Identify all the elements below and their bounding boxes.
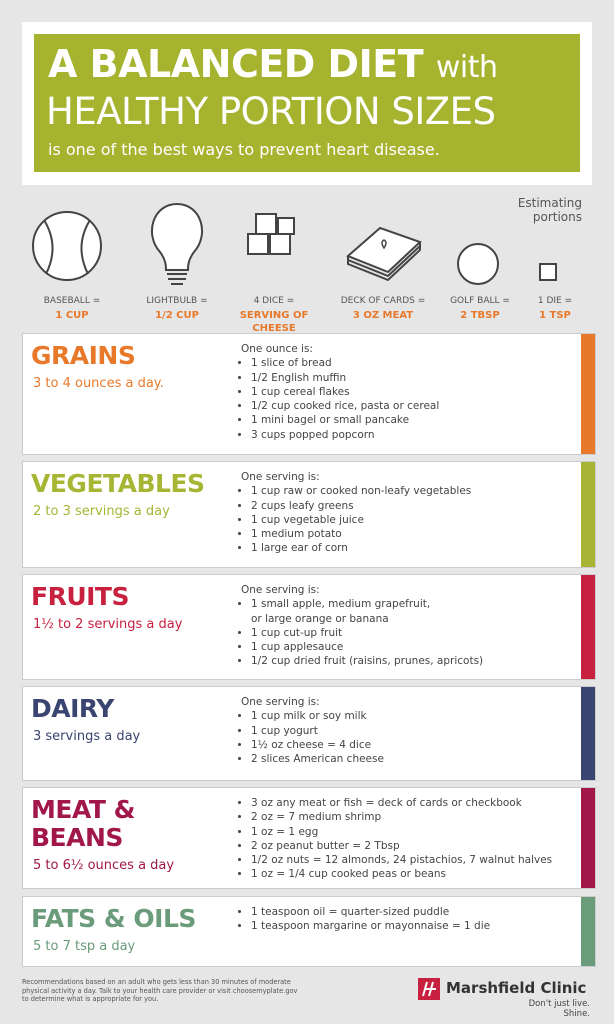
color-bar bbox=[581, 897, 595, 966]
details-item: 1 large ear of corn bbox=[251, 541, 471, 555]
details-intro: One serving is: bbox=[241, 584, 320, 596]
group-details: One serving is:1 small apple, medium gra… bbox=[241, 583, 483, 669]
details-intro: One serving is: bbox=[241, 471, 320, 483]
details-item: 1 cup vegetable juice bbox=[251, 513, 471, 527]
group-name: MEAT & BEANS bbox=[31, 795, 135, 852]
details-intro: One serving is: bbox=[241, 696, 320, 708]
portion-measure: 1 TSP bbox=[539, 310, 571, 321]
details-item: 1 cup cereal flakes bbox=[251, 385, 439, 399]
portion-measure: 1/2 CUP bbox=[155, 310, 199, 321]
header-banner: A BALANCED DIET with HEALTHY PORTION SIZ… bbox=[34, 34, 580, 172]
details-item: 1 cup milk or soy milk bbox=[251, 709, 384, 723]
group-amount: 3 to 4 ounces a day. bbox=[33, 376, 164, 391]
details-item: 2 cups leafy greens bbox=[251, 499, 471, 513]
title-with: with bbox=[435, 50, 498, 85]
subtitle: is one of the best ways to prevent heart… bbox=[48, 140, 440, 159]
color-bar bbox=[581, 462, 595, 567]
group-details: One serving is:1 cup raw or cooked non-l… bbox=[241, 470, 471, 556]
details-intro: One ounce is: bbox=[241, 343, 313, 355]
group-amount: 2 to 3 servings a day bbox=[33, 504, 170, 519]
details-item: 1/2 cup dried fruit (raisins, prunes, ap… bbox=[251, 654, 483, 668]
title-line2: HEALTHY PORTION SIZES bbox=[46, 90, 496, 133]
lightbulb-icon bbox=[150, 202, 204, 285]
portion-object: 4 DICE = bbox=[253, 296, 295, 306]
dice-icon bbox=[247, 213, 295, 255]
details-item: 1 mini bagel or small pancake bbox=[251, 413, 439, 427]
details-item: 2 oz = 7 medium shrimp bbox=[251, 810, 552, 824]
details-item: 1 oz = 1 egg bbox=[251, 825, 552, 839]
cards-icon bbox=[346, 226, 422, 282]
group-details: One serving is:1 cup milk or soy milk1 c… bbox=[241, 695, 384, 766]
group-amount: 5 to 6½ ounces a day bbox=[33, 858, 175, 873]
die-icon bbox=[539, 263, 557, 281]
details-item: 1/2 cup cooked rice, pasta or cereal bbox=[251, 399, 439, 413]
group-details: One ounce is:1 slice of bread1/2 English… bbox=[241, 342, 439, 442]
color-bar bbox=[581, 687, 595, 780]
details-list: 3 oz any meat or fish = deck of cards or… bbox=[241, 796, 552, 882]
details-item: 1 medium potato bbox=[251, 527, 471, 541]
details-item: 1 small apple, medium grapefruit, or lar… bbox=[251, 597, 483, 626]
portion-object: BASEBALL = bbox=[43, 296, 101, 306]
details-item: 1 teaspoon margarine or mayonnaise = 1 d… bbox=[251, 919, 490, 933]
food-group-card: FRUITS 1½ to 2 servings a day One serving … bbox=[22, 574, 596, 680]
details-item: 1/2 English muffin bbox=[251, 371, 439, 385]
group-amount: 3 servings a day bbox=[33, 729, 141, 744]
details-item: 1 slice of bread bbox=[251, 356, 439, 370]
group-name: FRUITS bbox=[31, 582, 130, 611]
portions-heading: Estimating portions bbox=[517, 196, 582, 224]
portion-measure: 3 OZ MEAT bbox=[352, 310, 414, 321]
group-name: FATS & OILS bbox=[31, 904, 196, 933]
portion-object: 1 DIE = bbox=[537, 296, 573, 306]
group-name: DAIRY bbox=[31, 694, 114, 723]
portion-measure: 2 TBSP bbox=[460, 310, 500, 321]
golfball-icon bbox=[457, 243, 499, 285]
title: A BALANCED DIET with bbox=[48, 42, 498, 86]
details-item: 1 cup cut-up fruit bbox=[251, 626, 483, 640]
portion-object: DECK OF CARDS = bbox=[340, 296, 426, 306]
portion-measure: 1 CUP bbox=[55, 310, 89, 321]
tagline: Don't just live. Shine. bbox=[528, 999, 590, 1019]
portion-measure: SERVING OF CHEESE bbox=[239, 310, 309, 334]
color-bar bbox=[581, 334, 595, 454]
details-list: 1 cup raw or cooked non-leafy vegetables… bbox=[241, 484, 471, 555]
details-item: 1 teaspoon oil = quarter-sized puddle bbox=[251, 905, 490, 919]
portion-object: GOLF BALL = bbox=[450, 296, 510, 306]
details-item: 2 oz peanut butter = 2 Tbsp bbox=[251, 839, 552, 853]
food-group-card: VEGETABLES 2 to 3 servings a day One servi… bbox=[22, 461, 596, 568]
brand: Marshfield Clinic bbox=[446, 979, 587, 997]
logo-icon bbox=[418, 978, 440, 1000]
color-bar bbox=[581, 788, 595, 888]
portion-icons bbox=[32, 202, 557, 285]
details-item: 1 cup yogurt bbox=[251, 724, 384, 738]
group-name: GRAINS bbox=[31, 341, 136, 370]
food-group-card: FATS & OILS 5 to 7 tsp a day 1 teaspoon oi… bbox=[22, 896, 596, 967]
details-item: 2 slices American cheese bbox=[251, 752, 384, 766]
group-amount: 5 to 7 tsp a day bbox=[33, 939, 136, 954]
header-box: A BALANCED DIET with HEALTHY PORTION SIZ… bbox=[22, 22, 592, 185]
details-item: 3 cups popped popcorn bbox=[251, 428, 439, 442]
portion-object: LIGHTBULB = bbox=[146, 296, 208, 306]
baseball-icon bbox=[32, 211, 102, 281]
details-item: 1 cup applesauce bbox=[251, 640, 483, 654]
disclaimer: Recommendations based on an adult who ge… bbox=[22, 978, 298, 1003]
details-item: 3 oz any meat or fish = deck of cards or… bbox=[251, 796, 552, 810]
food-group-card: MEAT & BEANS 5 to 6½ ounces a day 3 oz any… bbox=[22, 787, 596, 889]
details-item: 1 cup raw or cooked non-leafy vegetables bbox=[251, 484, 471, 498]
details-list: 1 cup milk or soy milk1 cup yogurt1½ oz … bbox=[241, 709, 384, 766]
details-item: 1 oz = 1/4 cup cooked peas or beans bbox=[251, 867, 552, 881]
details-list: 1 small apple, medium grapefruit, or lar… bbox=[241, 597, 483, 668]
color-bar bbox=[581, 575, 595, 679]
title-bold: A BALANCED DIET bbox=[48, 42, 424, 86]
details-list: 1 slice of bread1/2 English muffin1 cup … bbox=[241, 356, 439, 442]
group-details: 1 teaspoon oil = quarter-sized puddle1 t… bbox=[241, 905, 490, 934]
group-amount: 1½ to 2 servings a day bbox=[33, 617, 183, 632]
group-details: 3 oz any meat or fish = deck of cards or… bbox=[241, 796, 552, 882]
details-item: 1/2 oz nuts = 12 almonds, 24 pistachios,… bbox=[251, 853, 552, 867]
details-list: 1 teaspoon oil = quarter-sized puddle1 t… bbox=[241, 905, 490, 934]
group-name: VEGETABLES bbox=[31, 469, 205, 498]
details-item: 1½ oz cheese = 4 dice bbox=[251, 738, 384, 752]
